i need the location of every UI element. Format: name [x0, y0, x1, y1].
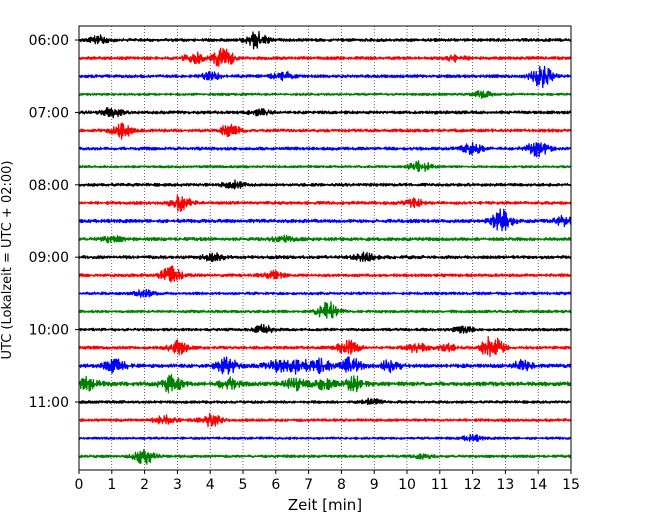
- x-tick-label-0: 0: [75, 477, 84, 493]
- trace-08:15: [78, 194, 572, 212]
- trace-11:30: [78, 433, 572, 442]
- x-tick-label-7: 7: [304, 477, 313, 493]
- trace-09:45: [78, 301, 572, 319]
- trace-08:45: [78, 234, 572, 244]
- x-tick-label-3: 3: [173, 477, 182, 493]
- trace-06:30: [78, 65, 572, 89]
- y-axis-label: UTC (Lokalzeit = UTC + 02:00): [0, 161, 15, 360]
- y-tick-label-09:00: 09:00: [29, 250, 69, 266]
- trace-10:30: [78, 356, 572, 375]
- trace-06:00: [78, 30, 572, 50]
- trace-09:00: [78, 251, 572, 263]
- y-tick-label-10:00: 10:00: [29, 323, 69, 339]
- plot-frame: [78, 25, 572, 471]
- trace-10:15: [78, 335, 572, 358]
- trace-07:45: [78, 160, 572, 172]
- x-tick-label-5: 5: [239, 477, 248, 493]
- grid-lines: [111, 26, 539, 470]
- x-tick-label-6: 6: [271, 477, 280, 493]
- y-tick-label-07:00: 07:00: [29, 105, 69, 121]
- trace-11:00: [78, 397, 572, 406]
- x-tick-label-13: 13: [496, 477, 514, 493]
- x-tick-label-15: 15: [562, 477, 580, 493]
- trace-06:15: [78, 47, 572, 67]
- trace-10:45: [78, 373, 572, 394]
- trace-07:15: [78, 122, 572, 140]
- x-tick-label-1: 1: [107, 477, 116, 493]
- x-tick-label-2: 2: [140, 477, 149, 493]
- y-axis: 06:00 07:00 08:00 09:00 10:00 11:00: [29, 33, 79, 411]
- trace-11:15: [78, 412, 572, 428]
- y-tick-label-11:00: 11:00: [29, 395, 69, 411]
- trace-08:30: [78, 208, 572, 232]
- trace-09:30: [78, 288, 572, 298]
- x-tick-label-14: 14: [529, 477, 547, 493]
- trace-07:00: [78, 107, 572, 119]
- x-tick-label-4: 4: [206, 477, 215, 493]
- trace-11:45: [78, 449, 572, 465]
- y-tick-label-08:00: 08:00: [29, 178, 69, 194]
- trace-06:45: [78, 90, 572, 99]
- x-tick-label-10: 10: [398, 477, 416, 493]
- x-tick-label-9: 9: [370, 477, 379, 493]
- x-axis: 0 1 2 3 4 5 6 7 8 9 10 11 12 13 14 15: [75, 470, 580, 493]
- x-tick-label-8: 8: [337, 477, 346, 493]
- trace-08:00: [78, 179, 572, 190]
- y-tick-label-06:00: 06:00: [29, 33, 69, 49]
- x-tick-label-11: 11: [431, 477, 449, 493]
- x-tick-label-12: 12: [464, 477, 482, 493]
- trace-09:15: [78, 265, 572, 283]
- trace-10:00: [78, 323, 572, 334]
- trace-07:30: [78, 141, 572, 158]
- x-axis-label: Zeit [min]: [288, 496, 362, 514]
- seismic-traces: [78, 30, 572, 465]
